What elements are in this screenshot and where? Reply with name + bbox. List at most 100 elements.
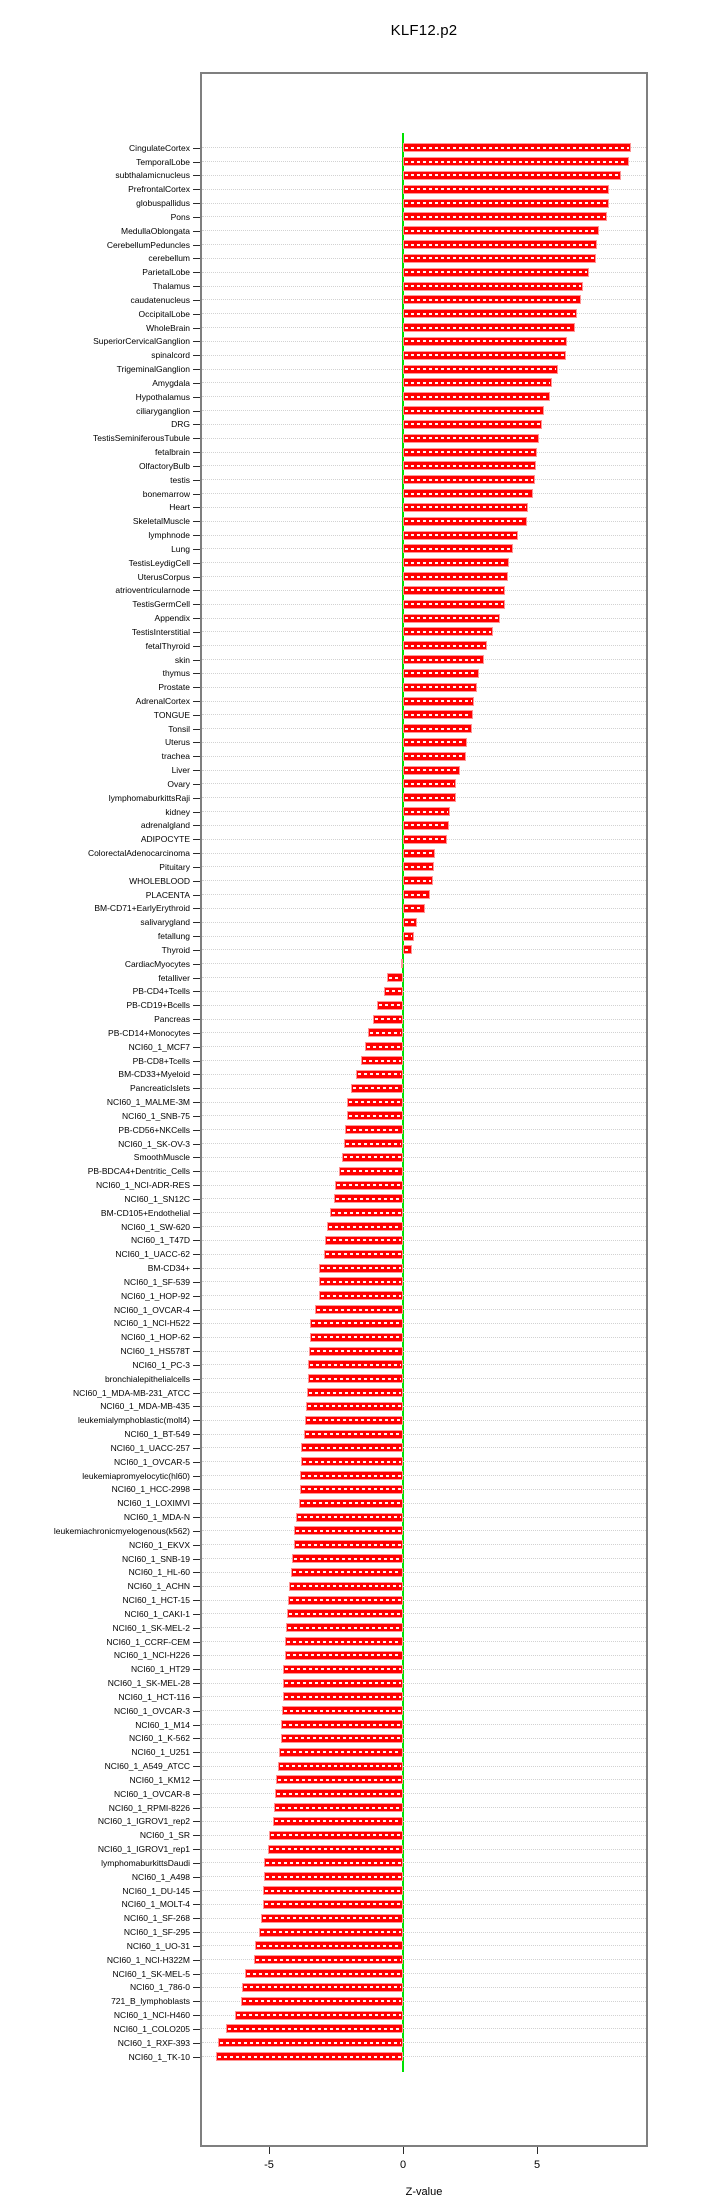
bar — [367, 1028, 403, 1038]
y-axis-tick — [193, 742, 200, 744]
y-axis-tick — [193, 673, 200, 675]
bar — [279, 1747, 403, 1757]
y-axis-tick — [193, 1613, 200, 1615]
bar — [403, 143, 631, 153]
bar — [403, 751, 466, 761]
y-axis-tick — [193, 576, 200, 578]
y-axis-tick — [193, 866, 200, 868]
category-label: NCI60_1_A549_ATCC — [104, 1761, 190, 1772]
gridline — [202, 1807, 646, 1809]
gridline — [202, 1475, 646, 1477]
bar — [403, 544, 514, 554]
bar — [403, 820, 449, 830]
y-axis-tick — [193, 1005, 200, 1007]
gridline — [202, 1129, 646, 1131]
bar — [242, 1982, 403, 1992]
category-label: NCI60_1_EKVX — [129, 1539, 190, 1550]
category-label: NCI60_1_OVCAR-5 — [113, 1456, 190, 1467]
y-axis-tick — [193, 1987, 200, 1989]
y-axis-tick — [193, 424, 200, 426]
gridline — [202, 1502, 646, 1504]
category-label: NCI60_1_HCC-2998 — [111, 1484, 190, 1495]
category-label: NCI60_1_LOXIMVI — [117, 1498, 190, 1509]
category-label: ParietalLobe — [142, 267, 190, 278]
y-axis-tick — [193, 1185, 200, 1187]
bar — [403, 807, 451, 817]
gridline — [202, 1558, 646, 1560]
y-axis-tick — [193, 230, 200, 232]
category-label: skin — [174, 654, 190, 665]
y-axis-tick — [193, 977, 200, 979]
bar — [260, 1913, 403, 1923]
bar — [403, 240, 597, 250]
bar — [334, 1180, 403, 1190]
category-label: TONGUE — [153, 709, 190, 720]
gridline — [202, 1585, 646, 1587]
category-label: salivarygland — [140, 917, 190, 928]
y-axis-tick — [193, 258, 200, 260]
category-label: NCI60_1_ACHN — [127, 1581, 190, 1592]
category-label: WholeBrain — [146, 322, 190, 333]
category-label: PB-CD8+Tcells — [132, 1055, 190, 1066]
gridline — [202, 1959, 646, 1961]
y-axis-tick — [193, 2042, 200, 2044]
y-axis-tick — [193, 645, 200, 647]
category-label: CardiacMyocytes — [124, 958, 190, 969]
y-axis-tick — [193, 963, 200, 965]
y-axis-tick — [193, 147, 200, 149]
y-axis-tick — [193, 1779, 200, 1781]
bar — [403, 945, 413, 955]
gridline — [202, 1890, 646, 1892]
category-label: NCI60_1_MDA-N — [123, 1512, 190, 1523]
gridline — [202, 1060, 646, 1062]
bar — [286, 1623, 403, 1633]
category-label: Ovary — [167, 778, 190, 789]
gridline — [202, 1820, 646, 1822]
category-label: Uterus — [164, 737, 190, 748]
category-label: TestisLeydigCell — [128, 557, 190, 568]
bar — [403, 655, 484, 664]
bar — [403, 599, 506, 609]
gridline — [202, 1613, 646, 1615]
y-axis-tick — [193, 853, 200, 855]
y-axis-tick — [193, 2056, 200, 2058]
y-axis-tick — [193, 1392, 200, 1394]
category-label: CingulateCortex — [129, 142, 190, 153]
category-label: NCI60_1_HL-60 — [128, 1567, 190, 1578]
gridline — [202, 1765, 646, 1767]
bar — [282, 1706, 403, 1716]
category-label: NCI60_1_NCI-ADR-RES — [96, 1180, 190, 1191]
category-label: NCI60_1_COLO205 — [113, 2023, 190, 2034]
gridline — [202, 1212, 646, 1214]
category-label: leukemiachronicmyelogenous(k562) — [53, 1525, 190, 1536]
y-axis-tick — [193, 1171, 200, 1173]
category-label: cerebellum — [148, 253, 190, 264]
category-label: PB-BDCA4+Dentritic_Cells — [87, 1166, 190, 1177]
bar — [281, 1720, 403, 1730]
bar — [403, 198, 610, 208]
y-axis-tick — [193, 839, 200, 841]
category-label: WHOLEBLOOD — [129, 875, 190, 886]
bar — [403, 765, 460, 775]
bar — [253, 1955, 403, 1965]
category-label: kidney — [165, 806, 190, 817]
y-axis-tick — [193, 1572, 200, 1574]
y-axis-tick — [193, 687, 200, 689]
bar — [288, 1581, 403, 1591]
bar — [401, 959, 404, 969]
y-axis-tick — [193, 465, 200, 467]
y-axis-tick — [193, 1862, 200, 1864]
category-label: PB-CD14+Monocytes — [108, 1027, 190, 1038]
category-label: SmoothMuscle — [133, 1152, 190, 1163]
bar — [403, 931, 414, 941]
y-axis-tick — [193, 783, 200, 785]
gridline — [202, 1433, 646, 1435]
y-axis-tick — [193, 1696, 200, 1698]
bar — [288, 1595, 403, 1605]
bar — [305, 1415, 403, 1425]
y-axis-tick — [193, 1268, 200, 1270]
category-label: NCI60_1_MALME-3M — [106, 1097, 190, 1108]
bar — [318, 1277, 403, 1287]
y-axis-tick — [193, 1212, 200, 1214]
y-axis-tick — [193, 1849, 200, 1851]
